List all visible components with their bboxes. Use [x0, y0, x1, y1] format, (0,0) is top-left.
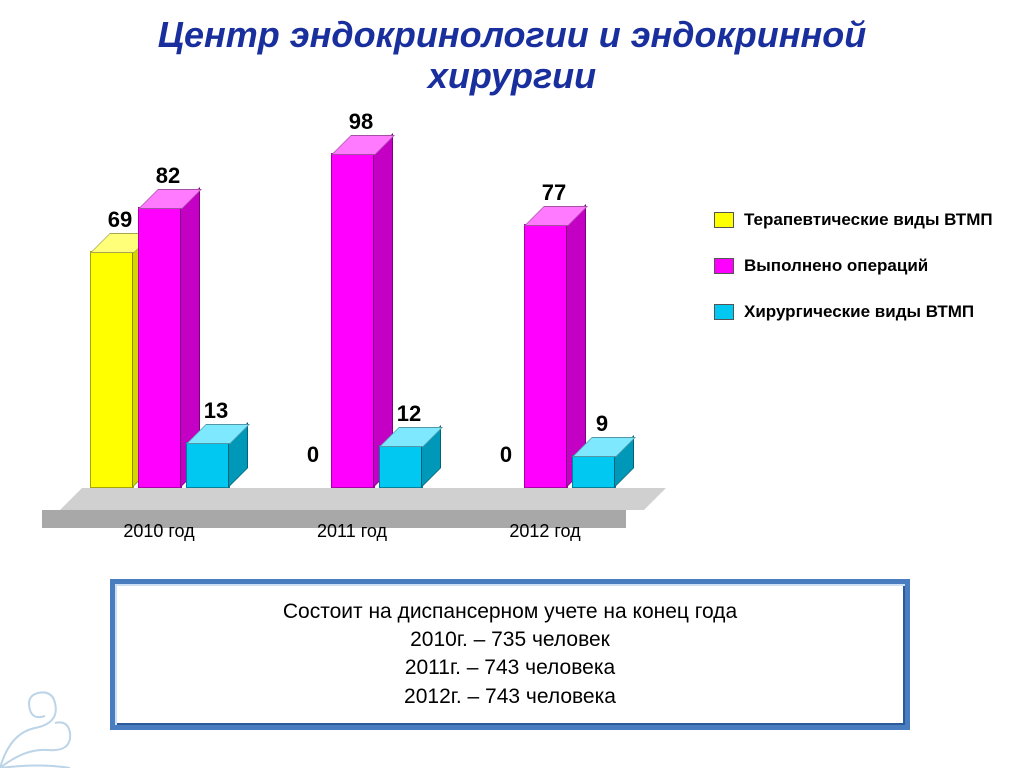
- summary-line-0: Состоит на диспансерном учете на конец г…: [133, 598, 887, 626]
- bar-value-label: 9: [572, 411, 632, 437]
- chart-floor: [60, 488, 644, 510]
- chart-floor-top: [60, 488, 666, 510]
- bar: 9: [572, 439, 632, 488]
- legend-swatch-2: [714, 304, 734, 320]
- legend-label-2: Хирургические виды ВТМП: [744, 302, 974, 322]
- legend: Терапевтические виды ВТМП Выполнено опер…: [714, 210, 994, 348]
- bar-value-label: 12: [379, 401, 439, 427]
- summary-line-2: 2011г. – 743 человека: [133, 654, 887, 682]
- corner-decoration-icon: [0, 678, 110, 768]
- bar-value-label: 98: [331, 109, 391, 135]
- bar-value-label: 77: [524, 180, 584, 206]
- title-line-1: Центр эндокринологии и эндокринной: [158, 14, 866, 55]
- legend-item-2: Хирургические виды ВТМП: [714, 302, 994, 322]
- slide-title: Центр эндокринологии и эндокринной хирур…: [0, 0, 1024, 97]
- title-line-2: хирургии: [428, 55, 596, 96]
- legend-swatch-1: [714, 258, 734, 274]
- bar: 13: [186, 426, 246, 488]
- summary-box: Состоит на диспансерном учете на конец г…: [110, 579, 910, 730]
- bar-value-label: 82: [138, 163, 198, 189]
- legend-item-1: Выполнено операций: [714, 256, 994, 276]
- summary-line-1: 2010г. – 735 человек: [133, 626, 887, 654]
- bar-chart: 2010 год6982132011 год098122012 год0779: [60, 130, 640, 550]
- summary-line-3: 2012г. – 743 человека: [133, 683, 887, 711]
- legend-label-1: Выполнено операций: [744, 256, 928, 276]
- legend-item-0: Терапевтические виды ВТМП: [714, 210, 994, 230]
- legend-swatch-0: [714, 212, 734, 228]
- bar: 12: [379, 429, 439, 488]
- category-label: 2012 год: [466, 521, 624, 542]
- category-label: 2010 год: [80, 521, 238, 542]
- legend-label-0: Терапевтические виды ВТМП: [744, 210, 993, 230]
- slide: Центр эндокринологии и эндокринной хирур…: [0, 0, 1024, 768]
- category-label: 2011 год: [273, 521, 431, 542]
- bar-value-label: 13: [186, 398, 246, 424]
